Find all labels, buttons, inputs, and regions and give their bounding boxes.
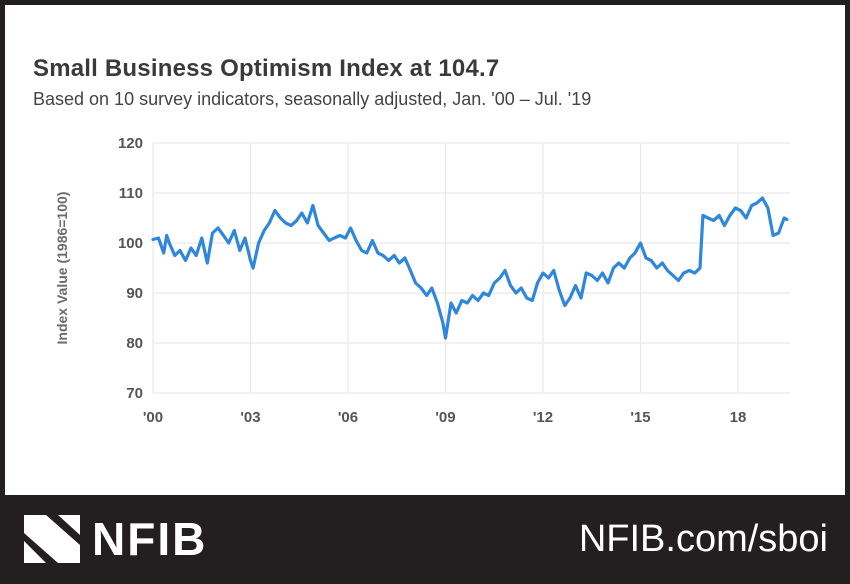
footer-url[interactable]: NFIB.com/sboi [578,518,828,560]
logo-wordmark: NFIB [92,513,208,565]
series-line-optimism-index [151,196,789,340]
y-tick-label: 70 [126,385,143,402]
x-axis-ticks: '00 '03 '06 '09 '12 '15 18 [143,409,746,426]
line-chart: 70 80 90 100 110 120 '00 '03 '06 '09 '12 '15 18 Ind… [54,135,790,426]
x-tick-label: '00 [143,409,163,426]
gridlines [152,142,790,394]
y-tick-label: 100 [118,235,143,252]
x-tick-label: 18 [730,409,747,426]
y-axis-ticks: 70 80 90 100 110 120 [118,135,143,402]
x-tick-label: '03 [240,409,260,426]
y-axis-label: Index Value (1986=100) [54,192,70,345]
y-tick-label: 80 [126,335,143,352]
y-tick-label: 90 [126,285,143,302]
chart-title: Small Business Optimism Index at 104.7 [33,55,500,82]
x-tick-label: '06 [338,409,358,426]
footer-bar: NFIB NFIB.com/sboi [0,495,850,584]
x-tick-label: '15 [630,409,650,426]
chart-subtitle: Based on 10 survey indicators, seasonall… [33,89,592,109]
x-tick-label: '12 [533,409,553,426]
nfib-logo-mark-icon [24,515,80,563]
nfib-logo: NFIB [24,515,207,563]
y-tick-label: 110 [119,185,143,202]
y-tick-label: 120 [118,135,143,152]
x-tick-label: '09 [435,409,455,426]
